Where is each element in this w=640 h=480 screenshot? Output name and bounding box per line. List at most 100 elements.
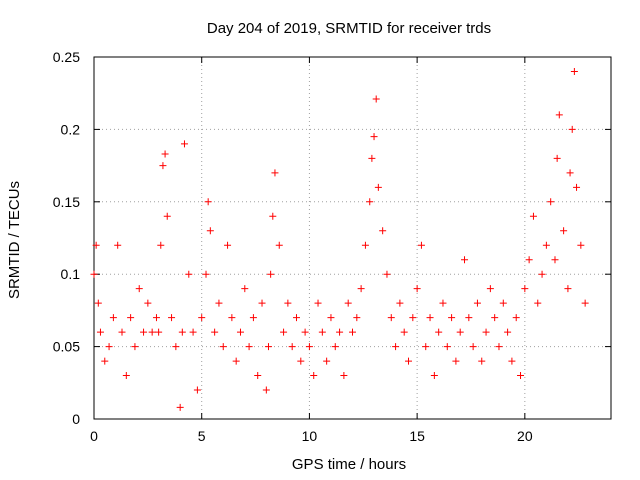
data-point: [542, 241, 550, 249]
data-point: [409, 314, 417, 322]
data-point: [172, 343, 180, 351]
data-point: [504, 328, 512, 336]
data-point: [547, 198, 555, 206]
y-tick-label: 0.25: [53, 49, 80, 65]
data-point: [305, 343, 313, 351]
data-point: [491, 314, 499, 322]
data-point: [176, 403, 184, 411]
data-point: [122, 372, 130, 380]
data-point: [473, 299, 481, 307]
data-point: [372, 95, 380, 103]
x-tick-label: 10: [302, 428, 318, 444]
data-point: [118, 328, 126, 336]
data-point: [318, 328, 326, 336]
data-point: [465, 314, 473, 322]
data-point: [529, 212, 537, 220]
data-point: [148, 328, 156, 336]
x-axis-label: GPS time / hours: [292, 456, 406, 473]
data-point: [258, 299, 266, 307]
data-point: [499, 299, 507, 307]
data-point: [439, 299, 447, 307]
x-tick-label: 0: [90, 428, 98, 444]
data-point: [435, 328, 443, 336]
data-point: [551, 256, 559, 264]
data-point: [478, 357, 486, 365]
grid-layer: [94, 57, 611, 419]
y-axis-label: SRMTID / TECUs: [6, 181, 23, 299]
data-point: [448, 314, 456, 322]
data-point: [456, 328, 464, 336]
plot-frame: [93, 56, 612, 420]
y-tick-label: 0.15: [53, 194, 80, 210]
data-point: [517, 372, 525, 380]
data-point: [224, 241, 232, 249]
data-point: [482, 328, 490, 336]
data-point: [178, 328, 186, 336]
data-point: [180, 140, 188, 148]
data-point: [232, 357, 240, 365]
data-point: [245, 343, 253, 351]
data-point: [353, 314, 361, 322]
data-point: [555, 111, 563, 119]
data-point: [241, 285, 249, 293]
data-point: [525, 256, 533, 264]
data-point: [90, 270, 98, 278]
data-point: [570, 67, 578, 75]
data-point: [422, 343, 430, 351]
data-point: [521, 285, 529, 293]
data-point: [396, 299, 404, 307]
data-point: [413, 285, 421, 293]
data-point: [400, 328, 408, 336]
data-point: [144, 299, 152, 307]
data-point: [254, 372, 262, 380]
data-point: [206, 227, 214, 235]
data-point: [264, 343, 272, 351]
data-point: [228, 314, 236, 322]
x-tick-label: 5: [198, 428, 206, 444]
data-point: [314, 299, 322, 307]
data-point: [310, 372, 318, 380]
data-point: [219, 343, 227, 351]
points-layer: [90, 67, 589, 411]
data-point: [168, 314, 176, 322]
data-point: [297, 357, 305, 365]
data-point: [280, 328, 288, 336]
data-point: [366, 198, 374, 206]
data-point: [430, 372, 438, 380]
data-point: [495, 343, 503, 351]
data-point: [417, 241, 425, 249]
data-point: [94, 299, 102, 307]
data-point: [331, 343, 339, 351]
data-point: [426, 314, 434, 322]
data-point: [568, 125, 576, 133]
data-point: [114, 241, 122, 249]
data-point: [284, 299, 292, 307]
data-point: [211, 328, 219, 336]
data-point: [553, 154, 561, 162]
y-tick-label: 0.05: [53, 339, 80, 355]
data-point: [292, 314, 300, 322]
data-point: [271, 169, 279, 177]
data-point: [392, 343, 400, 351]
data-point: [131, 343, 139, 351]
data-point: [159, 162, 167, 170]
chart-title: Day 204 of 2019, SRMTID for receiver trd…: [207, 20, 491, 37]
data-point: [323, 357, 331, 365]
data-point: [185, 270, 193, 278]
data-point: [370, 133, 378, 141]
y-tick-label: 0.2: [61, 121, 81, 137]
data-point: [560, 227, 568, 235]
data-point: [249, 314, 257, 322]
data-point: [198, 314, 206, 322]
data-point: [486, 285, 494, 293]
y-tick-label: 0.1: [61, 266, 81, 282]
data-point: [163, 212, 171, 220]
data-point: [566, 169, 574, 177]
data-point: [508, 357, 516, 365]
data-point: [357, 285, 365, 293]
data-point: [140, 328, 148, 336]
data-point: [301, 328, 309, 336]
data-point: [92, 241, 100, 249]
data-point: [469, 343, 477, 351]
